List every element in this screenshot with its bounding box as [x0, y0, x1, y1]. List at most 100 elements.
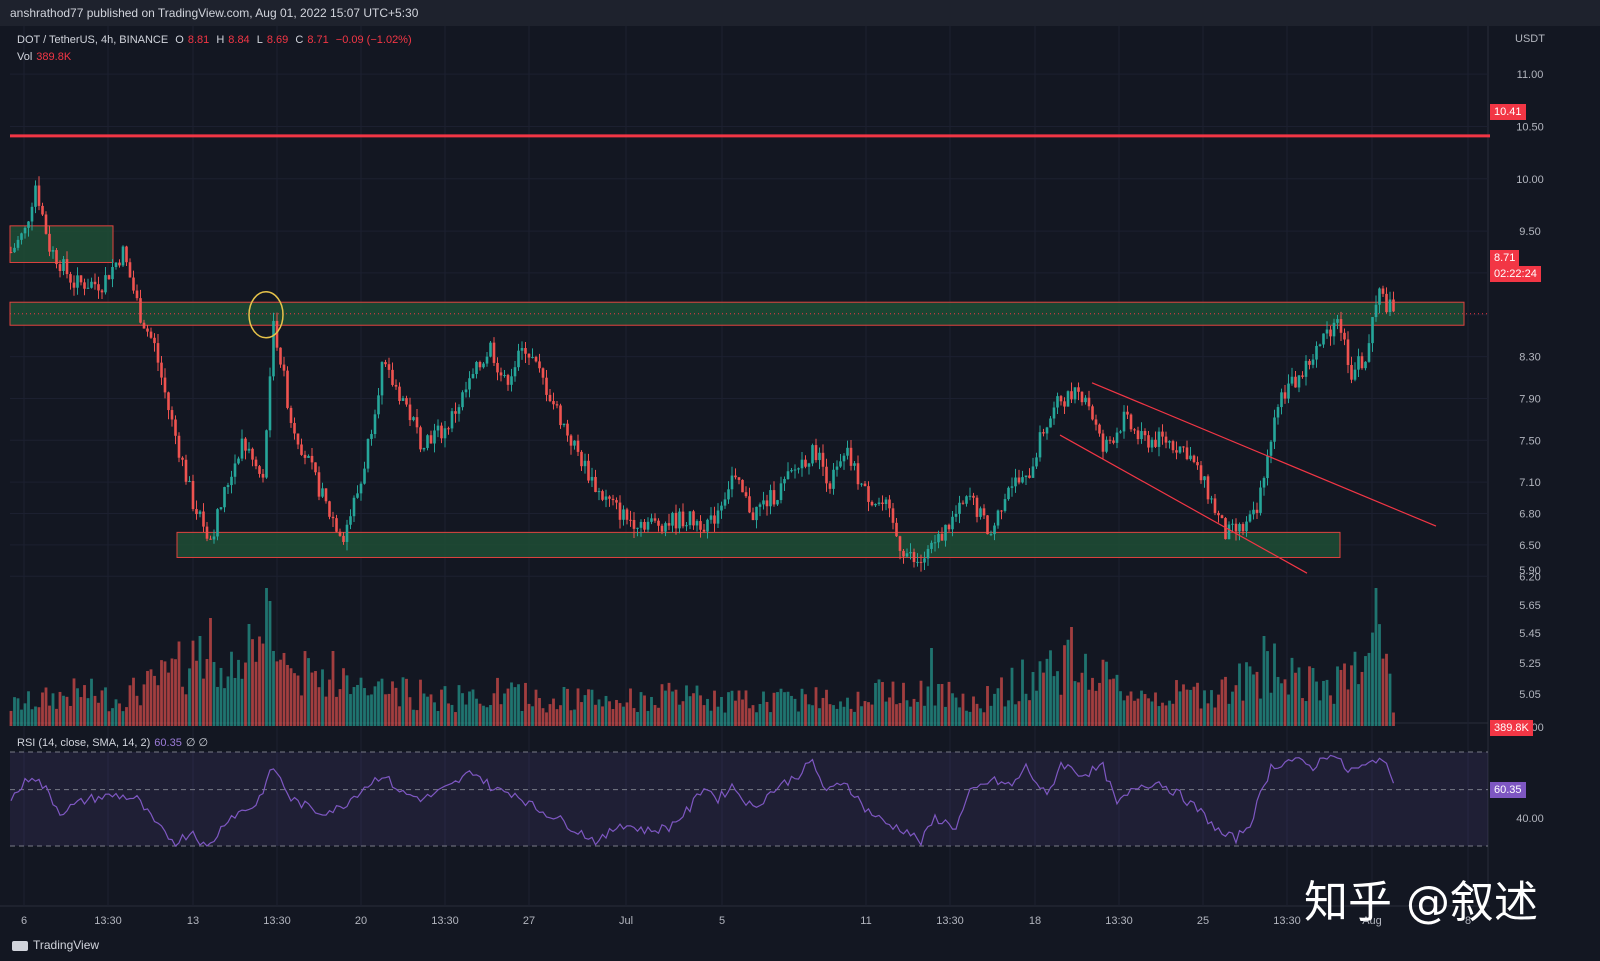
price-chart[interactable]: 11.0010.5010.009.509.108.307.907.507.106… — [0, 26, 1600, 930]
volume-bar — [226, 676, 230, 726]
volume-bar — [1031, 672, 1035, 726]
candle-body — [933, 542, 937, 544]
volume-bar — [279, 659, 282, 726]
price-axis-tick: 5.05 — [1519, 689, 1540, 701]
volume-bar — [793, 698, 797, 726]
candle-body — [1094, 419, 1098, 425]
candle-body — [671, 512, 674, 526]
candle-body — [436, 425, 440, 431]
volume-bar — [769, 712, 772, 726]
candle-body — [821, 452, 825, 467]
candle-body — [832, 469, 835, 489]
price-axis-tick: 5.45 — [1519, 628, 1540, 640]
candle-body — [923, 558, 926, 563]
volume-bar — [762, 691, 765, 726]
candle-body — [352, 497, 356, 517]
candle-body — [1080, 391, 1084, 403]
candle-body — [961, 502, 965, 504]
candle-body — [1318, 344, 1322, 346]
volume-bar — [1238, 663, 1241, 726]
volume-bar — [233, 677, 237, 726]
candle-body — [34, 185, 37, 207]
candle-body — [111, 266, 114, 280]
candle-body — [1269, 441, 1273, 456]
candle-body — [223, 487, 226, 508]
candle-body — [930, 542, 933, 549]
volume-bar — [16, 698, 20, 726]
candle-body — [674, 512, 678, 529]
candle-body — [741, 479, 744, 493]
trend-line-lower — [1059, 434, 1308, 574]
volume-bar — [90, 678, 93, 726]
candle-body — [1297, 375, 1301, 388]
volume-bar — [828, 704, 832, 726]
candle-body — [219, 507, 223, 510]
volume-bar — [783, 692, 786, 726]
volume-bar — [541, 708, 545, 726]
volume-bar — [125, 707, 128, 726]
volume-bar — [863, 701, 867, 726]
candle-body — [1329, 329, 1332, 337]
candle-body — [646, 521, 650, 530]
candle-body — [695, 521, 699, 526]
volume-bar — [986, 686, 989, 726]
volume-bar — [1315, 681, 1318, 726]
candle-body — [769, 490, 772, 507]
rsi-label[interactable]: RSI (14, close, SMA, 14, 2) — [17, 737, 151, 749]
price-axis-tick: 11.00 — [1517, 69, 1544, 81]
candle-body — [814, 445, 818, 461]
candle-body — [517, 350, 520, 368]
open-label: O — [175, 34, 184, 46]
candle-body — [555, 404, 559, 406]
volume-bar — [370, 694, 373, 726]
candle-body — [307, 455, 310, 458]
volume-bar — [688, 696, 692, 726]
candle-body — [1049, 418, 1052, 428]
candle-body — [380, 362, 384, 396]
volume-bar — [1224, 676, 1227, 726]
volume-bar — [1185, 689, 1189, 726]
candle-body — [107, 275, 111, 280]
candle-body — [1192, 455, 1196, 463]
candle-body — [1290, 376, 1294, 384]
volume-bar — [608, 701, 611, 726]
candle-body — [230, 476, 233, 486]
volume-bar — [587, 689, 590, 726]
candle-body — [1339, 319, 1343, 333]
candle-body — [1259, 487, 1262, 513]
candle-body — [146, 328, 149, 332]
volume-bar — [307, 658, 310, 726]
volume-bar — [9, 710, 13, 726]
volume-bar — [1325, 679, 1329, 726]
candle-body — [534, 357, 538, 362]
candle-body — [1126, 411, 1129, 415]
volume-bar — [324, 696, 328, 726]
volume-bar — [835, 708, 839, 726]
price-axis-tick: 7.50 — [1519, 435, 1540, 447]
footer-brand[interactable]: TradingView — [33, 938, 100, 952]
volume-bar — [954, 697, 958, 726]
symbol-label[interactable]: DOT / TetherUS, 4h, BINANCE — [17, 34, 169, 46]
candle-body — [1052, 407, 1056, 419]
candle-body — [776, 500, 779, 505]
volume-bar — [107, 711, 111, 726]
volume-bar — [1339, 669, 1343, 726]
candle-body — [902, 550, 905, 557]
volume-bar — [993, 693, 996, 726]
volume-bar — [1056, 671, 1059, 726]
volume-bar — [128, 685, 132, 726]
volume-bar — [1042, 672, 1045, 726]
volume-bar — [566, 688, 569, 726]
volume-bar — [1367, 652, 1371, 726]
volume-bar — [272, 651, 275, 726]
candle-body — [1059, 396, 1063, 402]
candle-body — [1343, 332, 1346, 340]
candle-body — [660, 525, 664, 532]
volume-bar — [436, 710, 440, 726]
volume-bar — [433, 702, 436, 726]
volume-bar — [352, 687, 356, 726]
candle-body — [1388, 299, 1392, 313]
candle-body — [1171, 441, 1175, 451]
volume-bar — [58, 691, 62, 726]
candle-body — [177, 435, 181, 458]
